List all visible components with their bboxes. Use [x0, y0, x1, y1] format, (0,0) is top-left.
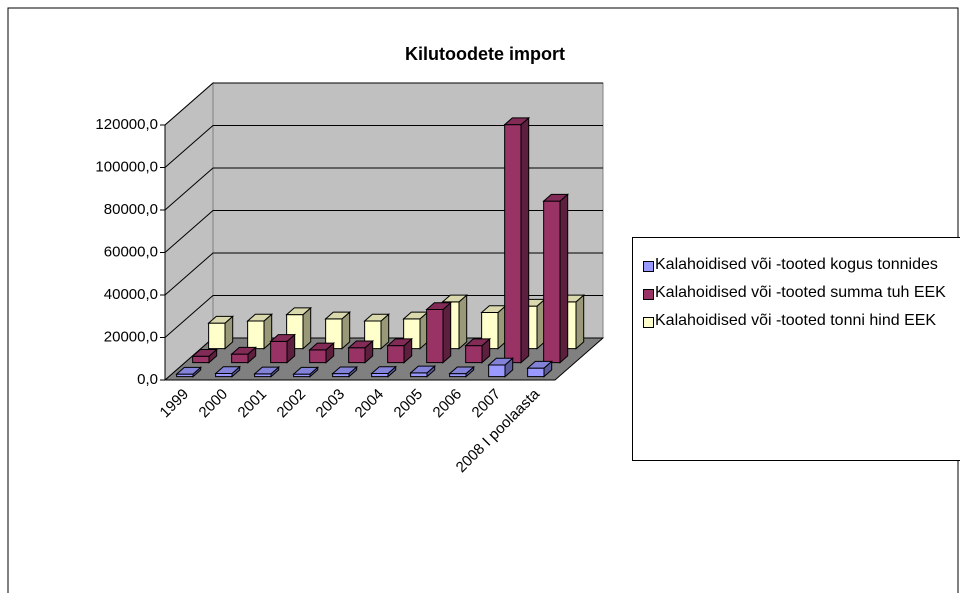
bar-top	[425, 302, 453, 311]
legend-swatch	[643, 317, 654, 328]
bar-front	[247, 320, 265, 350]
grid-line	[164, 82, 603, 126]
grid-line	[164, 210, 603, 253]
bar-top	[464, 338, 492, 347]
legend-label: Kalahoidised või -tooted tonni hind EEK	[655, 312, 937, 329]
bar-front	[387, 345, 405, 364]
bar-top	[191, 349, 219, 357]
bar-side	[458, 294, 468, 350]
y-tick-label: 100000,0	[95, 158, 158, 175]
bar-top	[308, 342, 336, 351]
bar-top	[347, 340, 375, 349]
bar-top	[409, 365, 437, 374]
bar-side	[520, 116, 530, 364]
bar	[331, 365, 359, 378]
bar-top	[324, 311, 352, 320]
bar-top	[441, 294, 469, 303]
bar	[230, 346, 258, 364]
bar	[269, 333, 297, 364]
bar-top	[448, 366, 476, 375]
bar	[386, 337, 414, 364]
bar	[324, 311, 352, 350]
bar-side	[575, 294, 585, 350]
bar	[425, 301, 453, 364]
bar	[363, 313, 391, 350]
bar-top	[370, 366, 398, 374]
y-tick-label: 60000,0	[104, 243, 158, 260]
legend-swatch	[643, 261, 654, 272]
bar-front	[504, 124, 522, 364]
bar	[191, 348, 219, 364]
bar	[487, 357, 515, 378]
bar-top	[207, 315, 235, 324]
bar-top	[542, 193, 570, 202]
bar-front	[527, 367, 545, 378]
bar	[503, 116, 531, 364]
grid-line	[164, 295, 603, 338]
legend-entry: Kalahoidised või -tooted tonni hind EEK	[643, 310, 955, 332]
legend-swatch	[643, 289, 654, 300]
bar-front	[208, 322, 226, 350]
bar-front	[192, 355, 210, 364]
bar	[370, 365, 398, 378]
bar	[308, 342, 336, 364]
bar-front	[543, 200, 561, 364]
bar	[347, 339, 375, 364]
bar-top	[253, 366, 281, 375]
bar-front	[270, 340, 288, 364]
legend-label: Kalahoidised või -tooted summa tuh EEK	[655, 284, 946, 301]
bar	[253, 366, 281, 378]
bar-side	[559, 193, 569, 364]
bar-top	[363, 313, 391, 322]
bar	[214, 365, 242, 378]
y-tick-label: 0,0	[137, 371, 158, 388]
legend: Kalahoidised või -tooted kogus tonnides K…	[632, 237, 960, 461]
chart-title: Kilutoodete import	[405, 44, 565, 64]
bar-top	[175, 366, 203, 375]
grid-line	[164, 125, 603, 168]
bar-top	[526, 360, 554, 369]
bar-front	[426, 309, 444, 364]
y-tick-label: 80000,0	[104, 201, 158, 218]
legend-entry: Kalahoidised või -tooted summa tuh EEK	[643, 282, 955, 304]
legend-label: Kalahoidised või -tooted kogus tonnides	[655, 256, 938, 273]
bar-top	[292, 366, 320, 375]
bar-top	[503, 117, 531, 126]
bar-top	[386, 338, 414, 347]
bar	[464, 337, 492, 364]
bar	[542, 193, 570, 364]
bar	[526, 360, 554, 378]
bar	[246, 313, 274, 350]
bar-front	[309, 349, 327, 364]
bar	[448, 365, 476, 378]
bar-top	[230, 346, 258, 355]
bar-front	[410, 372, 428, 378]
grid-line	[164, 167, 603, 211]
bar-top	[331, 366, 359, 375]
bar-top	[246, 313, 274, 322]
bar-front	[348, 347, 366, 364]
y-tick-label: 40000,0	[104, 286, 158, 303]
grid-line	[164, 252, 603, 296]
bar-front	[231, 353, 249, 364]
bar	[175, 366, 203, 378]
bar-top	[285, 307, 313, 316]
bar-front	[465, 345, 483, 364]
bar	[207, 315, 235, 350]
y-tick-label: 20000,0	[104, 328, 158, 345]
legend-entry: Kalahoidised või -tooted kogus tonnides	[643, 254, 955, 276]
y-tick-label: 120000,0	[95, 116, 158, 133]
bar-side	[442, 301, 452, 364]
bar-top	[487, 357, 515, 366]
bar	[409, 364, 437, 378]
bar-top	[214, 366, 242, 374]
bar-front	[488, 364, 506, 378]
bar	[292, 366, 320, 378]
bar-top	[269, 334, 297, 342]
